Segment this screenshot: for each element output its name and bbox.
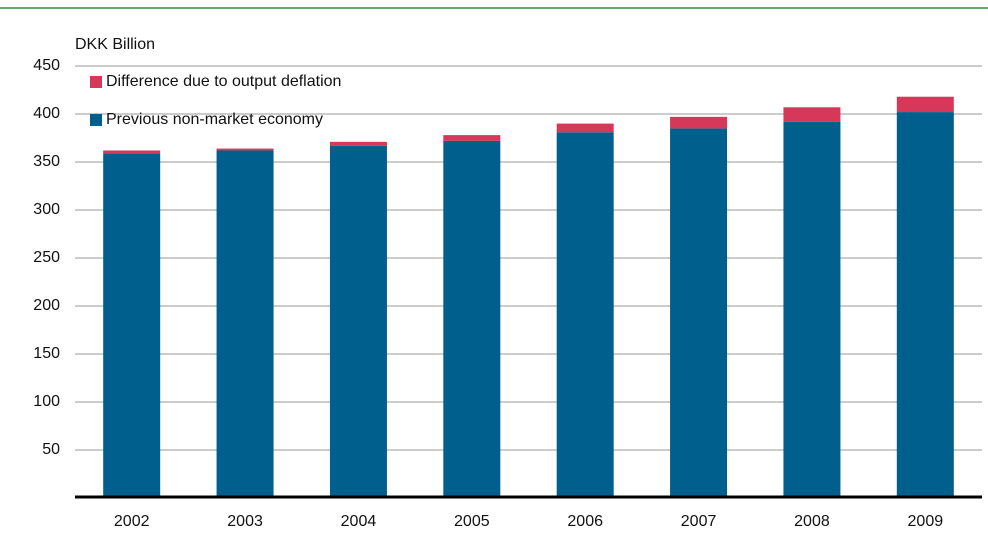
y-tick-label: 150 <box>33 345 60 362</box>
x-tick-label: 2007 <box>681 513 717 530</box>
bar-segment <box>103 150 161 154</box>
bar-segment <box>216 150 274 499</box>
y-tick-label: 350 <box>33 153 60 170</box>
y-axis-label: DKK Billion <box>75 36 155 53</box>
bar-segment <box>556 132 614 499</box>
bar-segment <box>896 96 954 113</box>
y-tick-label: 450 <box>33 57 60 74</box>
y-tick-label: 100 <box>33 393 60 410</box>
bar-segment <box>329 141 387 146</box>
bar-segment <box>670 116 728 129</box>
bar-segment <box>896 112 954 498</box>
legend-swatch <box>90 76 102 88</box>
x-tick-label: 2006 <box>567 513 603 530</box>
x-tick-label: 2008 <box>794 513 830 530</box>
x-tick-label: 2003 <box>227 513 263 530</box>
bar-segment <box>329 145 387 498</box>
bar-segment <box>783 107 841 122</box>
bar-segment <box>443 140 501 498</box>
bar-segment <box>216 148 274 151</box>
y-tick-label: 400 <box>33 105 60 122</box>
bar-segment <box>556 123 614 133</box>
bar-segment <box>443 135 501 141</box>
legend-label: Previous non-market economy <box>106 111 323 128</box>
y-tick-label: 300 <box>33 201 60 218</box>
legend-swatch <box>90 114 102 126</box>
bar-segment <box>103 153 161 499</box>
y-tick-label: 50 <box>42 441 60 458</box>
y-tick-label: 200 <box>33 297 60 314</box>
legend-label: Difference due to output deflation <box>106 73 341 90</box>
x-tick-label: 2002 <box>114 513 150 530</box>
bar-segment <box>783 121 841 499</box>
x-tick-label: 2009 <box>908 513 944 530</box>
bar-segment <box>670 128 728 498</box>
y-tick-label: 250 <box>33 249 60 266</box>
x-tick-label: 2004 <box>341 513 377 530</box>
x-tick-label: 2005 <box>454 513 490 530</box>
